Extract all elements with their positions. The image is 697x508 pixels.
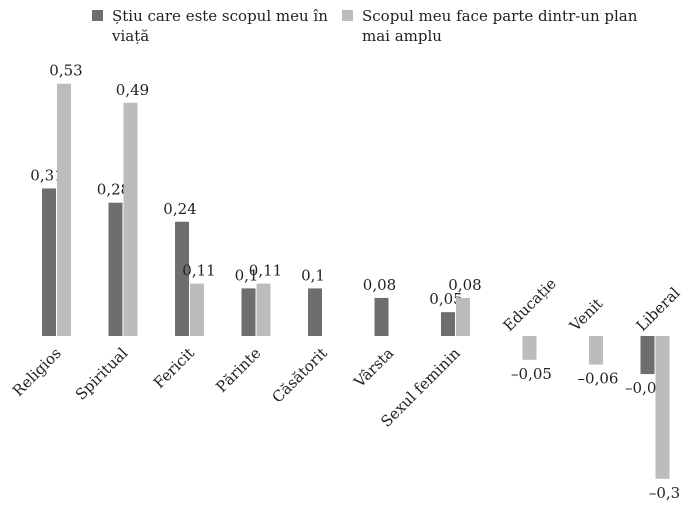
bar-2-liberal (655, 336, 670, 479)
legend-swatch-series-1 (92, 10, 103, 21)
bar-2-educație (522, 336, 537, 360)
category-label-fericit: Fericit (150, 344, 198, 392)
category-label-căsătorit: Căsătorit (269, 344, 331, 406)
bar-1-liberal (640, 336, 655, 375)
data-label-1-căsătorit: 0,1 (301, 266, 325, 284)
data-label-2-religios: 0,53 (49, 62, 82, 80)
category-label-liberal: Liberal (633, 284, 684, 335)
category-label-venit: Venit (565, 295, 606, 336)
bar-2-părinte (256, 283, 271, 336)
bar-2-sexul-feminin (456, 297, 470, 336)
bar-2-venit (589, 336, 603, 365)
bar-2-fericit (190, 283, 204, 336)
data-label-2-fericit: 0,11 (182, 262, 215, 280)
legend-label-series-1: Știu care este scopul meu în viață (112, 7, 328, 45)
data-label-2-educație: –0,05 (511, 365, 552, 383)
category-label-părinte: Părinte (212, 344, 264, 396)
category-label-spiritual: Spiritual (72, 344, 132, 404)
data-label-1-fericit: 0,24 (163, 200, 196, 218)
bar-1-părinte (241, 288, 256, 336)
legend-label-series-2: Scopul meu face parte dintr-un plan mai … (362, 7, 638, 45)
category-label-educație: Educație (500, 274, 560, 334)
data-label-2-spiritual: 0,49 (116, 81, 149, 99)
bar-1-vârsta (374, 297, 389, 336)
bar-2-spiritual (123, 102, 138, 336)
data-label-2-liberal: –0,3 (649, 484, 680, 502)
category-label-religios: Religios (9, 344, 65, 400)
data-label-1-sexul-feminin: 0,05 (429, 290, 462, 308)
data-label-2-sexul-feminin: 0,08 (448, 276, 481, 294)
data-label-1-spiritual: 0,28 (97, 181, 130, 199)
category-label-vârsta: Vârsta (350, 344, 398, 392)
data-label-1-vârsta: 0,08 (363, 276, 396, 294)
data-label-1-părinte: 0,1 (235, 266, 259, 284)
bar-1-spiritual (108, 202, 123, 336)
bar-1-căsătorit (308, 288, 322, 336)
data-label-2-părinte: 0,11 (249, 262, 282, 280)
bar-1-fericit (175, 221, 189, 336)
bar-1-sexul-feminin (441, 312, 455, 336)
data-label-2-venit: –0,06 (578, 370, 619, 388)
bar-1-religios (42, 188, 56, 336)
data-label-1-religios: 0,31 (30, 166, 63, 184)
legend-swatch-series-2 (342, 10, 353, 21)
bar-2-religios (57, 83, 71, 336)
